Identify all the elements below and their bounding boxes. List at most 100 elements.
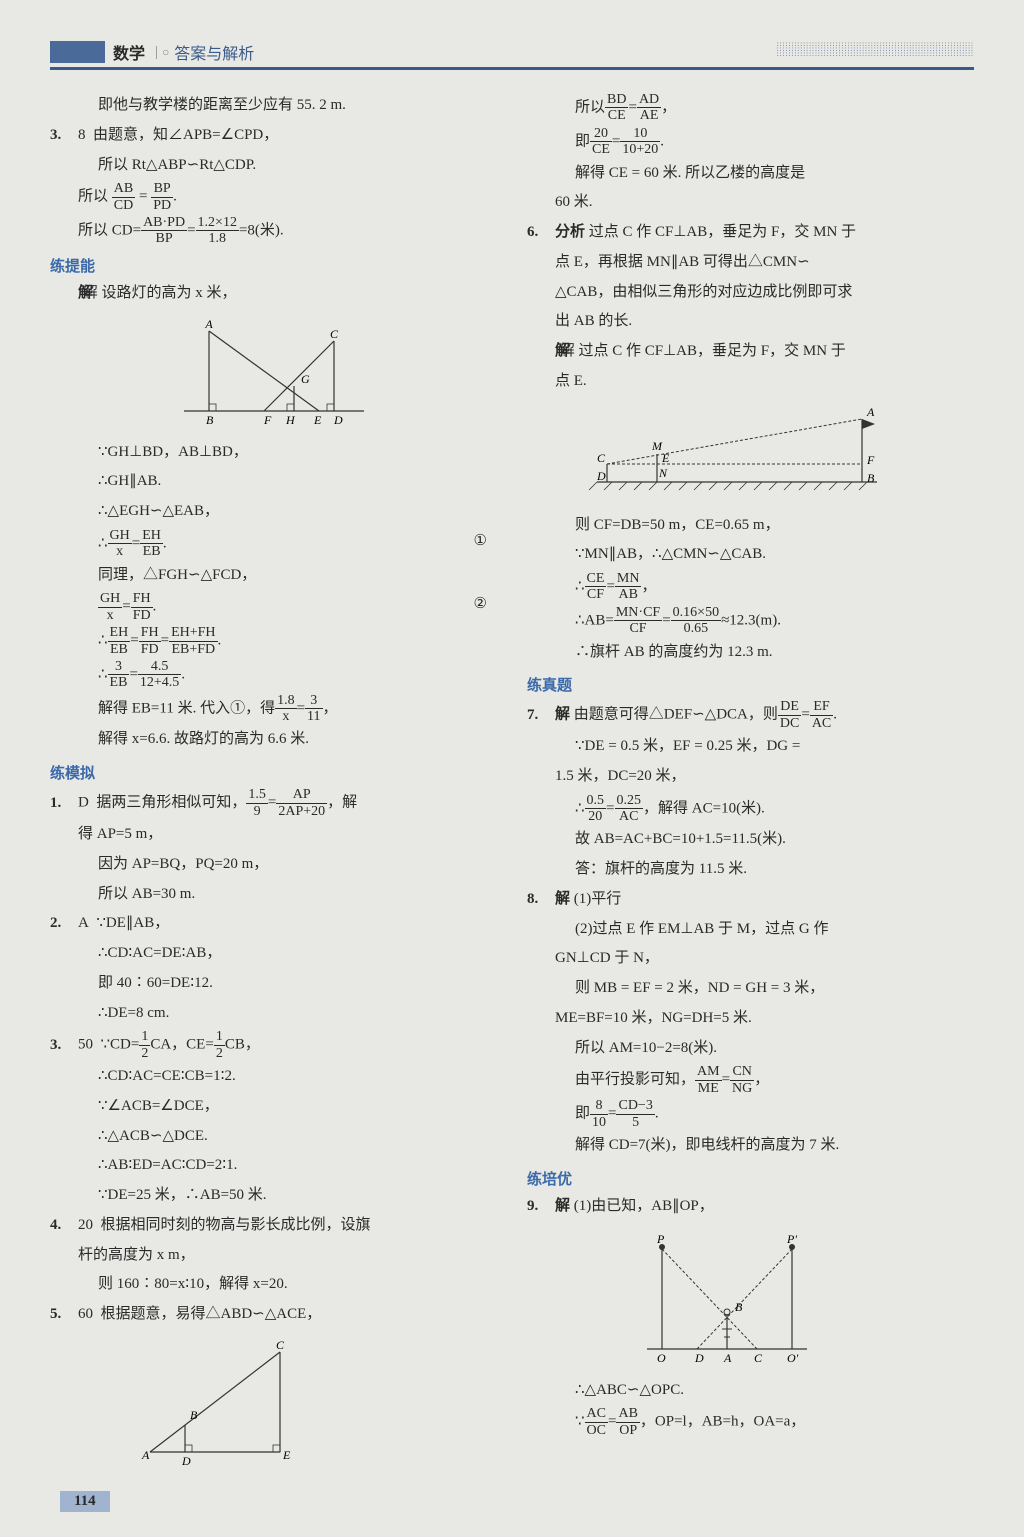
- frac: AMME: [695, 1064, 722, 1096]
- text-line: ME=BF=10 米，NG=DH=5 米.: [527, 1005, 974, 1033]
- num: 1.: [50, 790, 78, 818]
- text-line: 即 40∶60=DE∶12.: [50, 970, 497, 998]
- fd: EB: [108, 675, 130, 690]
- frac: CNNG: [730, 1064, 754, 1096]
- fd: 20: [585, 809, 607, 824]
- text-line: ∵ACOC=ABOP，OP=l，AB=h，OA=a，: [527, 1406, 974, 1438]
- t: =: [628, 99, 636, 115]
- text-line: 点 E.: [527, 368, 974, 396]
- text-line: 故 AB=AC+BC=10+1.5=11.5(米).: [527, 826, 974, 854]
- page-header: 数学 | ○ 答案与解析 :::::::::::::::::::::::::::…: [50, 40, 974, 70]
- text-line: 则 CF=DB=50 m，CE=0.65 m，: [527, 512, 974, 540]
- t: ，: [323, 700, 338, 716]
- t: =: [129, 666, 137, 682]
- problem-6: 6.分析 过点 C 作 CF⊥AB，垂足为 F，交 MN 于: [527, 219, 974, 247]
- fn: 3: [108, 659, 130, 675]
- frac: EFAC: [810, 699, 833, 731]
- num: 8.: [527, 886, 555, 914]
- t: .: [833, 707, 837, 723]
- fd: BP: [141, 231, 187, 246]
- t: 据两三角形相似可知，: [96, 795, 246, 811]
- header-subject: 数学: [113, 40, 145, 64]
- t: ∴: [98, 666, 108, 682]
- t: 过点 C 作 CF⊥AB，垂足为 F，交 MN 于: [589, 224, 856, 240]
- t: CB，: [225, 1037, 260, 1053]
- svg-text:N: N: [658, 466, 668, 480]
- fn: 4.5: [138, 659, 181, 675]
- fn: MN·CF: [614, 605, 662, 621]
- t: 即: [575, 133, 590, 149]
- text-line: ∵DE=25 米，∴AB=50 米.: [50, 1182, 497, 1210]
- header-circle-icon: ○: [162, 45, 169, 60]
- fd: x: [98, 608, 122, 623]
- text-line: 出 AB 的长.: [527, 308, 974, 336]
- svg-text:O': O': [787, 1351, 799, 1365]
- problem-1: 1.D 据两三角形相似可知，1.59=AP2AP+20，解: [50, 787, 497, 819]
- text-line: 答：旗杆的高度为 11.5 米.: [527, 856, 974, 884]
- text-line: 即810=CD−35.: [527, 1098, 974, 1130]
- fn: 20: [590, 126, 612, 142]
- t: =: [722, 1072, 730, 1088]
- t: ，解: [327, 795, 357, 811]
- text-line: 所以 AB=30 m.: [50, 881, 497, 909]
- page: 数学 | ○ 答案与解析 :::::::::::::::::::::::::::…: [0, 0, 1024, 1537]
- fd: PD: [151, 198, 173, 213]
- text-line: ∴CD∶AC=DE∶AB，: [50, 940, 497, 968]
- problem-8: 8.解 (1)平行: [527, 886, 974, 914]
- fn: FH: [131, 591, 153, 607]
- fd: CD: [112, 198, 135, 213]
- circle-num: ①: [474, 528, 487, 556]
- svg-text:A: A: [141, 1448, 150, 1462]
- t: .: [173, 189, 177, 205]
- text-line: ∴0.520=0.25AC，解得 AC=10(米).: [527, 793, 974, 825]
- svg-text:C: C: [276, 1338, 285, 1352]
- frac: 4.512+4.5: [138, 659, 181, 691]
- text-line: (2)过点 E 作 EM⊥AB 于 M，过点 G 作: [527, 916, 974, 944]
- frac: BDCE: [605, 92, 628, 124]
- t: .: [163, 535, 167, 551]
- frac: AP2AP+20: [276, 787, 327, 819]
- t: CA，CE=: [150, 1037, 213, 1053]
- num: 5.: [50, 1301, 78, 1329]
- t: =: [161, 632, 169, 648]
- t: .: [218, 632, 222, 648]
- text-line: ∴△ACB∽△DCE.: [50, 1123, 497, 1151]
- ans: A: [78, 915, 89, 931]
- text-line: ∴GH∥AB.: [50, 468, 497, 496]
- fn: AC: [585, 1406, 608, 1422]
- fd: EB: [108, 642, 131, 657]
- frac: 0.16×500.65: [671, 605, 721, 637]
- t: =: [122, 599, 130, 615]
- fn: EH: [140, 528, 163, 544]
- t: =: [297, 700, 305, 716]
- t: =: [268, 795, 276, 811]
- ans: 20: [78, 1217, 93, 1233]
- text-line: ∴CD∶AC=CE∶CB=1∶2.: [50, 1063, 497, 1091]
- frac: 12: [139, 1029, 150, 1061]
- text-line: ∴GHx=EHEB. ①: [50, 528, 497, 560]
- fn: 0.5: [585, 793, 607, 809]
- svg-text:E: E: [313, 413, 322, 427]
- frac: BPPD: [151, 181, 173, 213]
- fn: AM: [695, 1064, 722, 1080]
- frac: FHFD: [139, 625, 161, 657]
- t: ∵: [575, 1414, 585, 1430]
- svg-text:G: G: [301, 372, 310, 386]
- fd: ME: [695, 1081, 722, 1096]
- t: =: [801, 707, 809, 723]
- t: =8(米).: [239, 222, 284, 238]
- fd: CE: [590, 142, 612, 157]
- t: 由题意可得△DEF∽△DCA，则: [574, 707, 778, 723]
- frac: GHx: [108, 528, 132, 560]
- problem-3b: 3.50 ∵CD=12CA，CE=12CB，: [50, 1029, 497, 1061]
- fn: 1.2×12: [196, 215, 239, 231]
- text-line: 所以 CD=AB·PDBP=1.2×121.8=8(米).: [50, 215, 497, 247]
- t: ∴: [98, 535, 108, 551]
- t: ∵CD=: [101, 1037, 140, 1053]
- t: (1)由已知，AB∥OP，: [574, 1198, 714, 1214]
- frac: EHEB: [140, 528, 163, 560]
- text-line: ∴△EGH∽△EAB，: [50, 498, 497, 526]
- text-line: 同理，△FGH∽△FCD，: [50, 562, 497, 590]
- fn: 1.5: [246, 787, 268, 803]
- text-line: 则 MB = EF = 2 米，ND = GH = 3 米，: [527, 975, 974, 1003]
